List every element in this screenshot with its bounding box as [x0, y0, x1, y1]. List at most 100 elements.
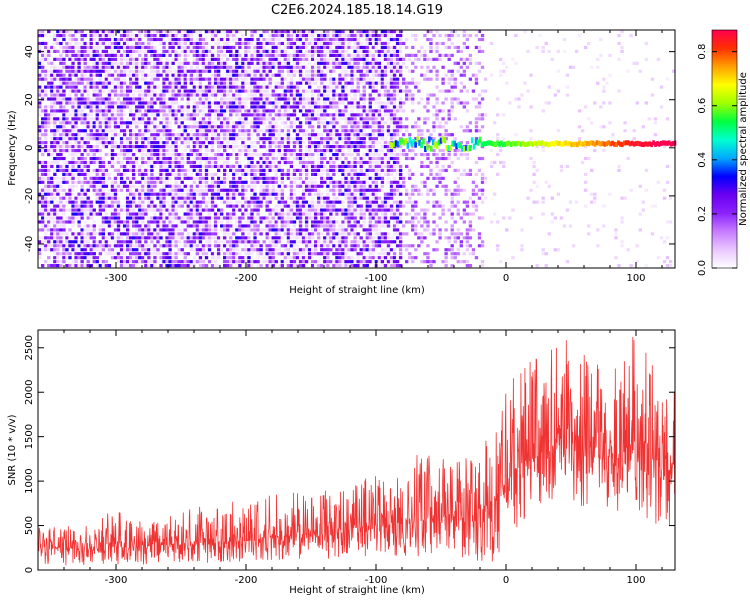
- spectrogram-cell: [198, 37, 203, 42]
- spectrogram-cell: [50, 145, 54, 149]
- spectrogram-cell: [113, 57, 118, 61]
- spectrogram-cell: [92, 260, 96, 264]
- spectrogram-cell: [210, 224, 215, 228]
- spectrogram-cell: [298, 216, 303, 220]
- spectrogram-cell: [295, 61, 300, 65]
- spectrogram-cell: [165, 156, 169, 161]
- spectrogram-cell: [301, 168, 306, 172]
- spectrogram-cell: [89, 236, 93, 240]
- spectrogram-cell: [265, 244, 269, 248]
- spectrogram-cell: [235, 93, 239, 97]
- spectrogram-cell: [110, 33, 115, 38]
- spectrogram-cell: [171, 77, 175, 81]
- spectrogram-cell: [353, 188, 357, 192]
- spectrogram-cell: [153, 160, 157, 165]
- spectrogram-cell: [80, 232, 84, 236]
- spectrogram-cell: [232, 109, 236, 113]
- spectrogram-cell: [304, 149, 309, 153]
- spectrogram-cell: [38, 220, 42, 224]
- spectrogram-cell: [71, 57, 75, 61]
- spectrogram-cell: [65, 264, 69, 268]
- spectrogram-cell: [241, 61, 245, 65]
- spectrogram-cell: [50, 105, 54, 109]
- spectrogram-cell: [259, 164, 263, 169]
- spectrogram-cell: [235, 240, 239, 244]
- spectrogram-cell: [274, 212, 278, 216]
- spectrogram-cell: [135, 156, 139, 161]
- spectrogram-cell: [177, 224, 181, 228]
- spectrogram-cell: [132, 77, 136, 81]
- spectrogram-cell: [41, 65, 45, 69]
- spectrogram-cell: [265, 264, 269, 268]
- spectrogram-cell: [307, 240, 312, 244]
- spectrogram-cell: [150, 85, 154, 89]
- spectrogram-cell: [183, 117, 187, 121]
- spectrogram-cell: [83, 133, 87, 137]
- spectrogram-cell: [314, 168, 318, 172]
- spectrogram-cell: [65, 172, 69, 176]
- spectrogram-cell: [329, 57, 333, 61]
- spectrogram-cell: [307, 244, 312, 248]
- spectrogram-cell: [304, 129, 309, 133]
- spectrogram-cell: [65, 168, 69, 172]
- spectrogram-cell: [59, 53, 63, 57]
- spectrogram-cell: [213, 93, 218, 97]
- spectrogram-cell: [98, 149, 102, 153]
- spectrogram-cell: [216, 45, 221, 50]
- spectrogram-cell: [347, 61, 351, 65]
- spectrogram-cell: [138, 196, 142, 200]
- spectrogram-cell: [274, 65, 278, 69]
- spectrogram-cell: [62, 125, 66, 129]
- spectrogram-cell: [77, 133, 81, 137]
- spectrogram-cell: [174, 224, 178, 228]
- spectrogram-cell: [301, 30, 306, 34]
- spectrogram-cell: [344, 45, 348, 50]
- spectrogram-cell: [223, 117, 227, 121]
- spectrogram-cell: [341, 61, 345, 65]
- spectrogram-cell: [265, 248, 269, 252]
- spectrogram-cell: [68, 145, 72, 149]
- spectrogram-cell: [350, 184, 354, 188]
- spectrogram-cell: [210, 156, 215, 161]
- spectrogram-cell: [277, 184, 281, 188]
- spectrogram-cell: [77, 109, 81, 113]
- spectrogram-cell: [83, 244, 87, 248]
- spectrogram-cell: [150, 180, 154, 184]
- spectrogram-cell: [168, 129, 172, 133]
- spectrogram-cell: [95, 49, 99, 53]
- spectrogram-cell: [89, 73, 93, 77]
- spectrogram-cell: [86, 81, 90, 85]
- spectrogram-cell: [226, 73, 230, 77]
- spectrogram-cell: [74, 105, 78, 109]
- spectrogram-cell: [307, 176, 312, 180]
- spectrogram-cell: [41, 196, 45, 200]
- spectrogram-cell: [41, 220, 45, 224]
- spectrogram-cell: [235, 125, 239, 129]
- spectrogram-cell: [101, 156, 106, 161]
- spectrogram-cell: [314, 149, 318, 153]
- spectrogram-cell: [183, 188, 187, 192]
- spectrogram-cell: [116, 240, 121, 244]
- spectrogram-cell: [159, 252, 163, 256]
- spectrogram-cell: [83, 85, 87, 89]
- spectrogram-cell: [141, 160, 145, 165]
- spectrogram-cell: [165, 224, 169, 228]
- spectrogram-cell: [247, 49, 251, 53]
- spectrogram-cell: [280, 49, 284, 53]
- spectrogram-cell: [95, 212, 99, 216]
- spectrogram-cell: [332, 69, 336, 73]
- spectrogram-cell: [80, 264, 84, 268]
- spectrogram-cell: [216, 77, 221, 81]
- spectrogram-cell: [132, 61, 136, 65]
- spectrogram-cell: [171, 160, 175, 165]
- spectrogram-cell: [259, 204, 263, 208]
- spectrogram-cell: [116, 145, 121, 149]
- spectrogram-cell: [113, 192, 118, 196]
- spectrogram-cell: [119, 57, 124, 61]
- spectrogram-cell: [277, 133, 281, 137]
- spectrogram-cell: [235, 65, 239, 69]
- spectrogram-cell: [274, 204, 278, 208]
- spectrogram-cell: [147, 81, 151, 85]
- spectrogram-cell: [101, 81, 106, 85]
- spectrogram-cell: [347, 216, 351, 220]
